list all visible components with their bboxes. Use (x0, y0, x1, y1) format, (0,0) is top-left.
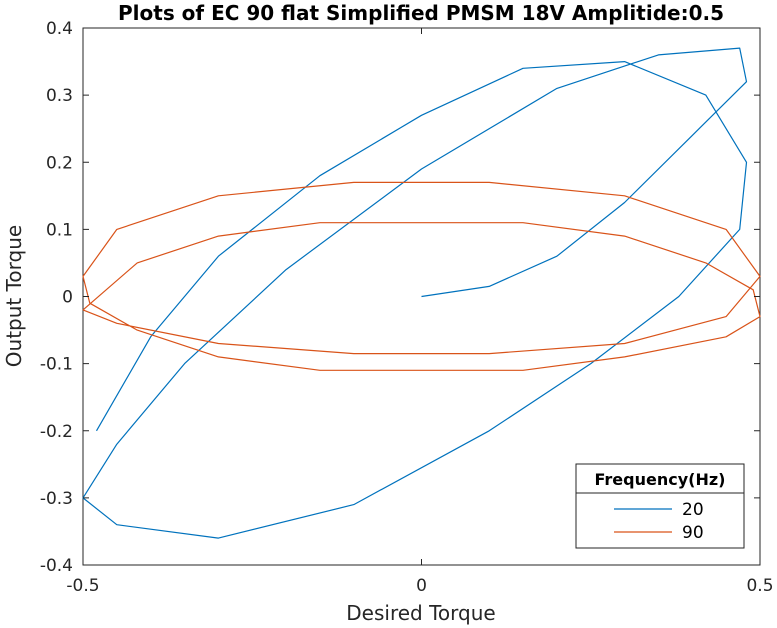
y-tick-label: -0.4 (40, 556, 73, 576)
series-layer (82, 47, 761, 539)
legend-title-box (575, 463, 745, 494)
legend-box (575, 492, 745, 549)
y-tick-label: 0.2 (46, 153, 73, 173)
legend-title: Frequency(Hz) (595, 470, 726, 489)
y-tick-label: 0.1 (46, 220, 73, 240)
x-tick-label: 0.5 (746, 576, 773, 596)
y-tick-label: 0.4 (46, 19, 73, 39)
y-tick-label: 0 (62, 288, 73, 308)
series-line-20 (82, 47, 748, 539)
y-tick-label: 0.3 (46, 86, 73, 106)
legend: Frequency(Hz) 20 90 (575, 463, 745, 549)
legend-label-20: 20 (682, 500, 704, 520)
y-tick-label: -0.2 (40, 422, 73, 442)
y-axis: 0.4 0.3 0.2 0.1 0 -0.1 -0.2 -0.3 -0.4 (40, 19, 760, 576)
chart-title: Plots of EC 90 flat Simplified PMSM 18V … (118, 1, 724, 25)
legend-label-90: 90 (682, 523, 704, 543)
x-axis-label: Desired Torque (346, 601, 495, 625)
y-tick-label: -0.3 (40, 489, 73, 509)
x-axis: -0.5 0 0.5 (66, 28, 774, 596)
y-axis-label: Output Torque (2, 225, 26, 367)
y-tick-label: -0.1 (40, 355, 73, 375)
x-tick-label: 0 (416, 576, 427, 596)
x-tick-label: -0.5 (66, 576, 99, 596)
